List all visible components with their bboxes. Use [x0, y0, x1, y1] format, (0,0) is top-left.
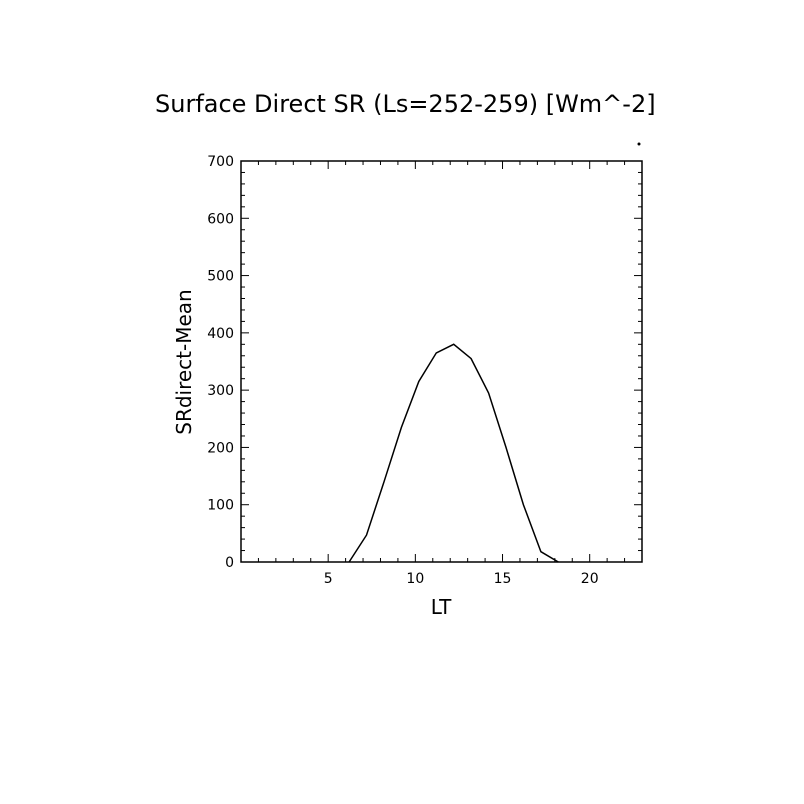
- y-tick-label: 500: [207, 269, 234, 285]
- x-tick-label: 5: [324, 571, 333, 587]
- y-tick-label: 300: [207, 383, 234, 399]
- y-tick-label: 400: [207, 326, 234, 342]
- y-axis-label: SRdirect-Mean: [172, 289, 196, 434]
- x-axis-tick-labels: 5 10 15 20: [324, 571, 599, 587]
- chart-title: Surface Direct SR (Ls=252-259) [Wm^-2]: [155, 90, 656, 118]
- x-tick-label: 10: [406, 571, 424, 587]
- y-axis-tick-labels: 0 100 200 300 400 500 600 700: [207, 154, 234, 571]
- y-tick-label: 100: [207, 498, 234, 514]
- y-tick-label: 200: [207, 440, 234, 456]
- stray-dot: [637, 142, 641, 146]
- x-tick-label: 20: [581, 571, 599, 587]
- y-axis-ticks: [241, 160, 642, 563]
- y-tick-label: 600: [207, 211, 234, 227]
- y-tick-label: 0: [225, 555, 234, 571]
- x-axis-label: LT: [431, 595, 452, 619]
- x-tick-label: 15: [494, 571, 512, 587]
- series-line: [348, 343, 559, 563]
- plot-frame: [240, 160, 643, 563]
- x-axis-ticks: [240, 161, 643, 562]
- y-tick-label: 700: [207, 154, 234, 170]
